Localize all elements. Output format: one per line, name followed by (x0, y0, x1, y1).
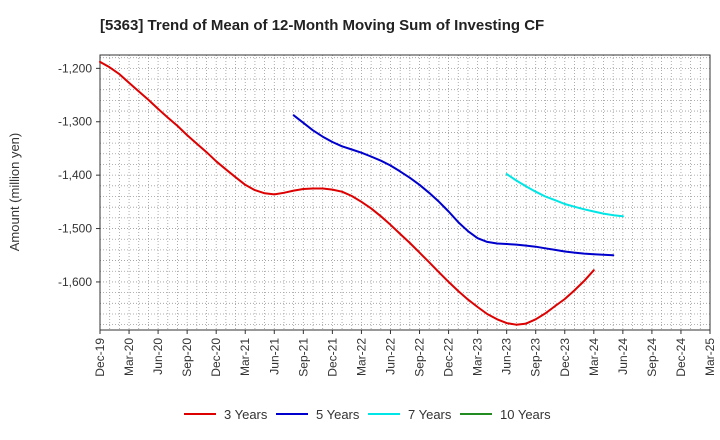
series-line-3-years (99, 60, 595, 326)
chart-title: [5363] Trend of Mean of 12-Month Moving … (100, 17, 544, 34)
x-tick-label: Dec-24 (674, 338, 688, 377)
grid (99, 55, 711, 330)
y-tick-label: -1,400 (58, 168, 92, 182)
x-tick-label: Sep-22 (413, 338, 427, 377)
legend-label: 3 Years (224, 407, 268, 422)
x-tick-label: Mar-25 (703, 338, 717, 376)
y-tick-label: -1,300 (58, 115, 92, 129)
x-tick-label: Dec-20 (209, 338, 223, 377)
legend: 3 Years 5 Years 7 Years 10 Years (184, 407, 551, 422)
x-tick-label: Dec-23 (558, 338, 572, 377)
x-tick-label: Sep-23 (529, 338, 543, 377)
x-tick-label: Sep-24 (645, 338, 659, 377)
x-tick-label: Sep-21 (296, 338, 310, 377)
y-axis-ticks: -1,200 -1,300 -1,400 -1,500 -1,600 (58, 61, 100, 289)
x-tick-label: Mar-22 (354, 338, 368, 376)
x-tick-label: Mar-21 (238, 338, 252, 376)
plot-frame (99, 54, 711, 331)
series-line-7-years (505, 173, 624, 218)
x-tick-label: Mar-20 (122, 338, 136, 376)
x-tick-label: Jun-24 (616, 338, 630, 375)
legend-label: 10 Years (500, 407, 551, 422)
y-tick-label: -1,600 (58, 275, 92, 289)
x-tick-label: Dec-22 (442, 338, 456, 377)
series-lines (99, 60, 624, 326)
x-tick-label: Dec-19 (93, 338, 107, 377)
x-tick-label: Jun-21 (267, 338, 281, 375)
x-tick-label: Mar-24 (587, 338, 601, 376)
y-tick-label: -1,500 (58, 222, 92, 236)
x-tick-label: Sep-20 (180, 338, 194, 377)
x-tick-label: Jun-20 (151, 338, 165, 375)
y-axis-label: Amount (million yen) (7, 133, 22, 252)
x-tick-label: Jun-22 (383, 338, 397, 375)
x-tick-label: Jun-23 (500, 338, 514, 375)
series-line-5-years (292, 114, 615, 257)
x-axis-ticks: Dec-19 Mar-20 Jun-20 Sep-20 Dec-20 Mar-21 Jun-… (93, 330, 717, 377)
x-tick-label: Mar-23 (471, 338, 485, 376)
legend-label: 7 Years (408, 407, 452, 422)
x-tick-label: Dec-21 (325, 338, 339, 377)
legend-label: 5 Years (316, 407, 360, 422)
y-tick-label: -1,200 (58, 61, 92, 75)
